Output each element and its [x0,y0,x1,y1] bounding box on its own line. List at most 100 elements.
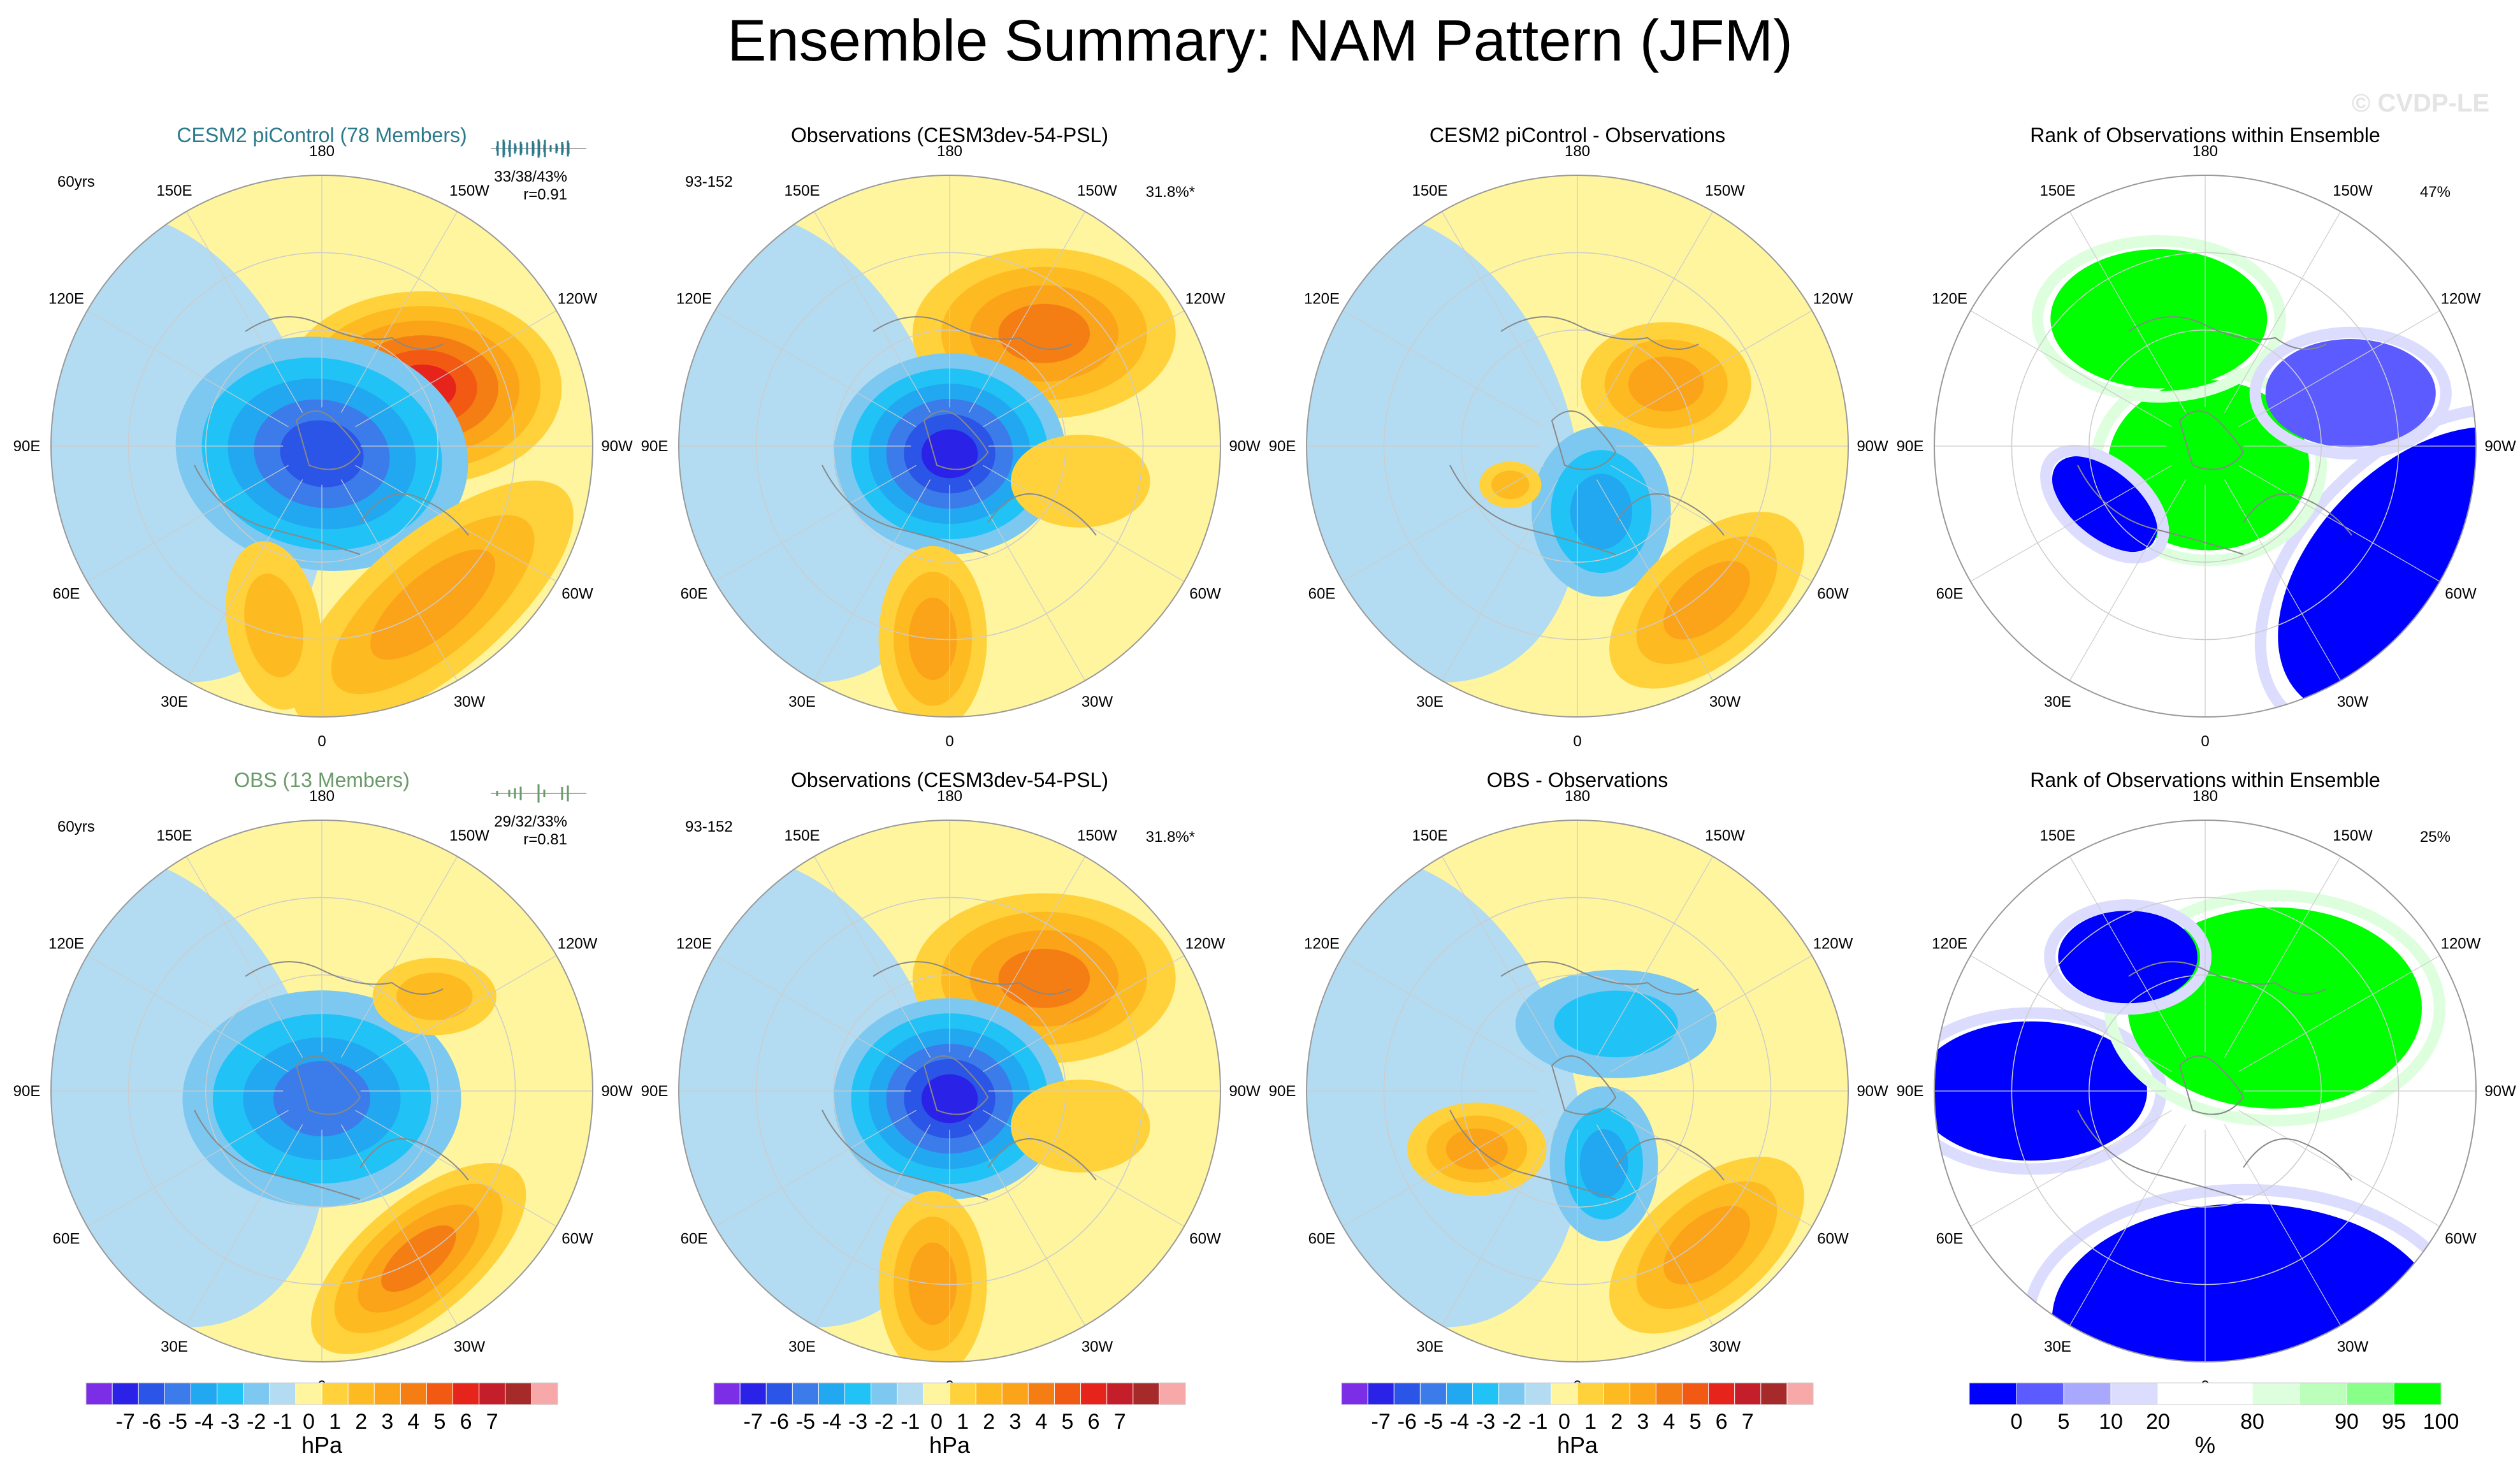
longitude-label: 90W [2484,1083,2516,1100]
longitude-label: 0 [1573,733,1581,750]
colorbar-swatch [1133,1382,1160,1405]
longitude-label: 120W [1185,936,1226,953]
longitude-label: 120W [558,936,598,953]
contour-0-level-4 [998,948,1090,1008]
colorbar-label: 3 [381,1410,393,1434]
colorbar-swatch [347,1382,375,1405]
longitude-label: 60E [1936,586,1964,603]
correlation-label: r=0.91 [523,186,567,203]
colorbar-label: 95 [2382,1410,2406,1434]
contour-1-level-3 [1570,473,1632,550]
colorbar-swatch [479,1382,506,1405]
colorbar-swatch [138,1382,166,1405]
longitude-label: 30W [1709,1338,1741,1355]
colorbar-swatch [505,1382,532,1405]
colorbar-swatch [1498,1382,1526,1405]
meridian-line [1596,211,1714,413]
contour-1-level-6 [921,1074,978,1124]
longitude-label: 60W [561,586,593,603]
meridian-line [813,856,931,1058]
meridian-line [355,955,557,1073]
stats-label: 33/38/43% [494,168,567,185]
colorbar-unit: % [2195,1432,2215,1458]
longitude-label: 120E [1304,291,1340,308]
longitude-label: 30W [454,693,486,711]
stats-label: 31.8%* [1146,184,1195,201]
colorbar-swatch [1054,1382,1082,1405]
page-title: Ensemble Summary: NAM Pattern (JFM) [727,8,1793,73]
colorbar-label: 7 [486,1410,498,1434]
colorbar-unit: hPa [301,1432,343,1458]
contour-3-level-1 [1010,1080,1150,1173]
colorbar-swatch [2346,1382,2394,1405]
meridian-line [2069,211,2187,413]
colorbar-swatch [897,1382,924,1405]
colorbar-label: 20 [2146,1410,2170,1434]
longitude-label: 90W [2484,438,2516,455]
colorbar-swatch [1419,1382,1447,1405]
longitude-label: 0 [317,733,326,750]
meridian-line [87,310,289,428]
colorbar-frame [85,1382,558,1405]
meridian-line [87,955,289,1073]
longitude-label: 60E [681,586,708,603]
colorbar-label: -1 [901,1410,920,1434]
colorbar-label: -6 [770,1410,789,1434]
panel-title: Rank of Observations within Ensemble [2030,124,2380,147]
meridian-line [87,1109,289,1227]
map-panel-2-4: 180150E120E90E60E30E030W60W90W120W150WRa… [1897,769,2516,1395]
colorbar-label: 2 [983,1410,995,1434]
colorbar-label: -6 [1398,1410,1417,1434]
longitude-label: 90E [1897,438,1924,455]
period-label: 93-152 [685,173,733,191]
meridian-line [2069,479,2187,681]
colorbar-swatch [818,1382,846,1405]
rank-fringe-2 [2031,235,2286,403]
longitude-label: 150W [1705,182,1745,199]
colorbar-label: -5 [1424,1410,1443,1434]
longitude-label: 120W [1813,936,1853,953]
colorbar-label: 4 [1663,1410,1675,1434]
meridian-line [2224,856,2342,1058]
meridian-line [2224,211,2342,413]
colorbar-swatch [243,1382,270,1405]
meridian-line [2238,310,2440,428]
colorbar-label: 4 [407,1410,419,1434]
colorbar-swatch [949,1382,977,1405]
longitude-label: 60W [2445,1231,2477,1248]
longitude-label: 30E [2044,1338,2071,1355]
colorbar-label: -2 [874,1410,894,1434]
rank-fringe-4 [2249,326,2452,460]
contour-0-level-3 [1628,356,1704,412]
colorbar-swatch [295,1382,322,1405]
colorbar-swatch [85,1382,113,1405]
colorbar-label: 90 [2335,1410,2359,1434]
meridian-line [2238,1109,2440,1227]
meridian-line [2224,1124,2342,1326]
stats-label: 47% [2420,184,2451,201]
longitude-label: 30E [161,1338,188,1355]
colorbar-swatch [112,1382,140,1405]
longitude-label: 60E [1308,586,1336,603]
longitude-label: 30E [788,1338,816,1355]
rank-fringe-3 [2040,444,2169,564]
meridian-line [2069,856,2187,1058]
longitude-label: 180 [309,143,335,160]
longitude-label: 60E [1936,1231,1964,1248]
longitude-label: 150W [2333,827,2373,844]
colorbar-swatch [1159,1382,1187,1405]
colorbar-swatch [2016,1382,2064,1405]
colorbar-label: 6 [460,1410,472,1434]
period-label: 60yrs [57,173,95,191]
colorbar-swatch [269,1382,296,1405]
longitude-label: 120E [48,936,84,953]
longitude-label: 150E [156,182,192,199]
colorbar-swatch [373,1382,402,1405]
longitude-label: 30W [1709,693,1741,711]
colorbar-swatch [1603,1382,1631,1405]
colorbar-swatch [2393,1382,2442,1405]
longitude-label: 0 [2201,733,2209,750]
meridian-line [714,1109,916,1227]
meridian-line [355,465,557,582]
longitude-label: 60W [1189,1231,1221,1248]
